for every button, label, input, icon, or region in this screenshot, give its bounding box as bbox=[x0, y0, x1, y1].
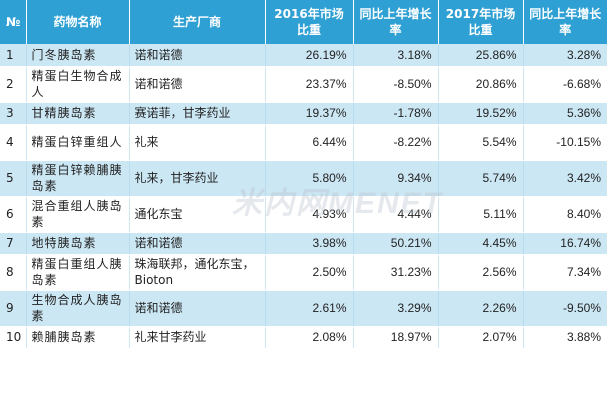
cell-manufacturer: 赛诺菲，甘李药业 bbox=[129, 102, 266, 125]
cell-manufacturer: 诺和诺德 bbox=[129, 66, 266, 103]
cell-growth-2016: -1.78% bbox=[353, 102, 439, 125]
cell-drug-name: 甘精胰岛素 bbox=[26, 102, 130, 125]
cell-manufacturer: 通化东宝 bbox=[129, 196, 266, 233]
cell-growth-2017: 3.28% bbox=[523, 44, 607, 67]
cell-no: 6 bbox=[0, 196, 27, 233]
cell-drug-name: 地特胰岛素 bbox=[26, 232, 130, 255]
cell-no: 1 bbox=[0, 44, 27, 67]
cell-share-2016: 3.98% bbox=[265, 232, 354, 255]
cell-growth-2016: 18.97% bbox=[353, 326, 439, 349]
cell-share-2016: 19.37% bbox=[265, 102, 354, 125]
table-row: 8 精蛋白重组人胰岛素 珠海联邦，通化东宝，Bioton 2.50% 31.23… bbox=[0, 254, 607, 291]
cell-drug-name: 门冬胰岛素 bbox=[26, 44, 130, 67]
table-row: 2 精蛋白生物合成人 诺和诺德 23.37% -8.50% 20.86% -6.… bbox=[0, 66, 607, 103]
cell-drug-name: 赖脯胰岛素 bbox=[26, 326, 130, 349]
cell-share-2016: 6.44% bbox=[265, 124, 354, 161]
cell-growth-2016: 50.21% bbox=[353, 232, 439, 255]
insulin-market-table: № 药物名称 生产厂商 2016年市场比重 同比上年增长率 2017年市场比重 … bbox=[0, 0, 607, 349]
table-row: 9 生物合成人胰岛素 诺和诺德 2.61% 3.29% 2.26% -9.50% bbox=[0, 290, 607, 327]
cell-share-2017: 2.56% bbox=[438, 254, 524, 291]
header-drug-name: 药物名称 bbox=[26, 0, 130, 44]
cell-no: 7 bbox=[0, 232, 27, 255]
header-share-2016: 2016年市场比重 bbox=[265, 0, 354, 44]
cell-no: 2 bbox=[0, 66, 27, 103]
cell-growth-2017: -6.68% bbox=[523, 66, 607, 103]
cell-share-2017: 5.54% bbox=[438, 124, 524, 161]
header-no: № bbox=[0, 0, 27, 44]
cell-growth-2016: 9.34% bbox=[353, 160, 439, 197]
table-row: 7 地特胰岛素 诺和诺德 3.98% 50.21% 4.45% 16.74% bbox=[0, 232, 607, 255]
cell-growth-2016: 4.44% bbox=[353, 196, 439, 233]
cell-share-2017: 19.52% bbox=[438, 102, 524, 125]
cell-growth-2017: 3.88% bbox=[523, 326, 607, 349]
cell-growth-2017: -10.15% bbox=[523, 124, 607, 161]
cell-growth-2017: 16.74% bbox=[523, 232, 607, 255]
cell-manufacturer: 礼来甘李药业 bbox=[129, 326, 266, 349]
cell-drug-name: 精蛋白生物合成人 bbox=[26, 66, 130, 103]
cell-share-2017: 2.26% bbox=[438, 290, 524, 327]
cell-share-2016: 5.80% bbox=[265, 160, 354, 197]
table-row: 1 门冬胰岛素 诺和诺德 26.19% 3.18% 25.86% 3.28% bbox=[0, 44, 607, 67]
cell-manufacturer: 珠海联邦，通化东宝，Bioton bbox=[129, 254, 266, 291]
cell-share-2017: 5.11% bbox=[438, 196, 524, 233]
cell-share-2017: 25.86% bbox=[438, 44, 524, 67]
cell-growth-2016: 31.23% bbox=[353, 254, 439, 291]
cell-growth-2017: 3.42% bbox=[523, 160, 607, 197]
header-row: № 药物名称 生产厂商 2016年市场比重 同比上年增长率 2017年市场比重 … bbox=[0, 0, 607, 44]
cell-growth-2016: 3.18% bbox=[353, 44, 439, 67]
cell-drug-name: 生物合成人胰岛素 bbox=[26, 290, 130, 327]
cell-growth-2016: -8.22% bbox=[353, 124, 439, 161]
cell-growth-2017: 8.40% bbox=[523, 196, 607, 233]
cell-share-2016: 23.37% bbox=[265, 66, 354, 103]
cell-no: 9 bbox=[0, 290, 27, 327]
cell-share-2017: 5.74% bbox=[438, 160, 524, 197]
header-growth-2017: 同比上年增长率 bbox=[523, 0, 607, 44]
cell-manufacturer: 礼来 bbox=[129, 124, 266, 161]
cell-growth-2017: 5.36% bbox=[523, 102, 607, 125]
cell-manufacturer: 诺和诺德 bbox=[129, 290, 266, 327]
cell-growth-2017: 7.34% bbox=[523, 254, 607, 291]
cell-no: 5 bbox=[0, 160, 27, 197]
cell-manufacturer: 诺和诺德 bbox=[129, 232, 266, 255]
cell-drug-name: 混合重组人胰岛素 bbox=[26, 196, 130, 233]
header-growth-2016: 同比上年增长率 bbox=[353, 0, 439, 44]
header-share-2017: 2017年市场比重 bbox=[438, 0, 524, 44]
header-manufacturer: 生产厂商 bbox=[129, 0, 266, 44]
cell-share-2016: 2.61% bbox=[265, 290, 354, 327]
cell-drug-name: 精蛋白锌赖脯胰岛素 bbox=[26, 160, 130, 197]
cell-share-2017: 20.86% bbox=[438, 66, 524, 103]
table-row: 6 混合重组人胰岛素 通化东宝 4.93% 4.44% 5.11% 8.40% bbox=[0, 196, 607, 233]
cell-no: 4 bbox=[0, 124, 27, 161]
cell-share-2017: 4.45% bbox=[438, 232, 524, 255]
cell-growth-2016: 3.29% bbox=[353, 290, 439, 327]
cell-growth-2016: -8.50% bbox=[353, 66, 439, 103]
table-row: 10 赖脯胰岛素 礼来甘李药业 2.08% 18.97% 2.07% 3.88% bbox=[0, 326, 607, 349]
cell-growth-2017: -9.50% bbox=[523, 290, 607, 327]
cell-share-2017: 2.07% bbox=[438, 326, 524, 349]
cell-no: 10 bbox=[0, 326, 27, 349]
cell-manufacturer: 礼来，甘李药业 bbox=[129, 160, 266, 197]
cell-manufacturer: 诺和诺德 bbox=[129, 44, 266, 67]
table-row: 4 精蛋白锌重组人 礼来 6.44% -8.22% 5.54% -10.15% bbox=[0, 124, 607, 161]
cell-share-2016: 2.50% bbox=[265, 254, 354, 291]
cell-no: 8 bbox=[0, 254, 27, 291]
cell-drug-name: 精蛋白锌重组人 bbox=[26, 124, 130, 161]
cell-no: 3 bbox=[0, 102, 27, 125]
cell-share-2016: 4.93% bbox=[265, 196, 354, 233]
cell-drug-name: 精蛋白重组人胰岛素 bbox=[26, 254, 130, 291]
cell-share-2016: 2.08% bbox=[265, 326, 354, 349]
table-row: 5 精蛋白锌赖脯胰岛素 礼来，甘李药业 5.80% 9.34% 5.74% 3.… bbox=[0, 160, 607, 197]
table-row: 3 甘精胰岛素 赛诺菲，甘李药业 19.37% -1.78% 19.52% 5.… bbox=[0, 102, 607, 125]
cell-share-2016: 26.19% bbox=[265, 44, 354, 67]
